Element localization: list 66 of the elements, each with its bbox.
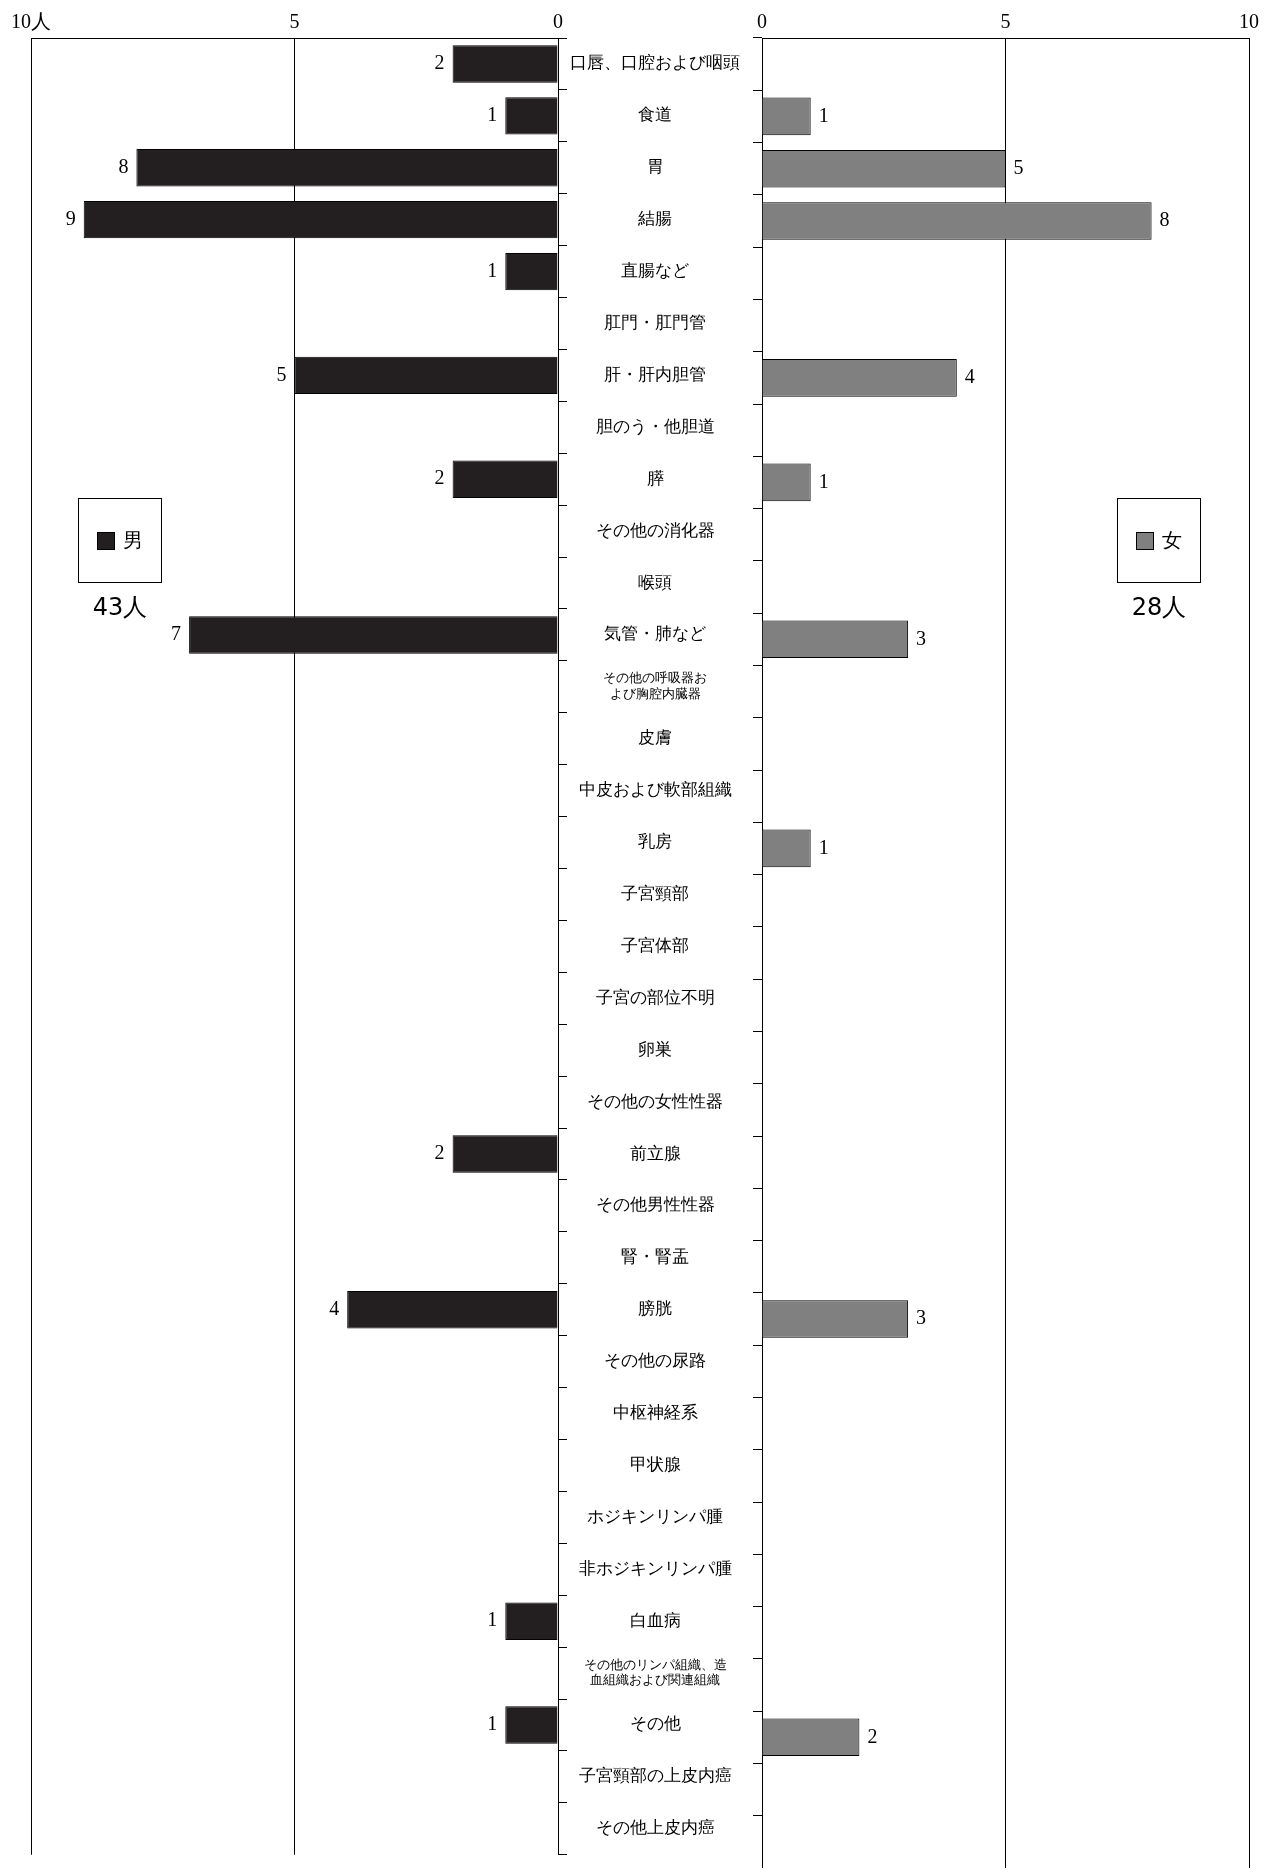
y-tick-label: 非ホジキンリンパ腫 [578,1558,732,1578]
x-tick-label: 5 [1000,10,1011,33]
x-tick-label: 10人 [11,10,51,33]
y-tick-label: 膀胱 [638,1299,672,1319]
data-label: 8 [1159,208,1170,231]
y-tick-label: その他の呼吸器および胸腔内臓器 [603,670,707,702]
data-label: 2 [434,1141,445,1164]
data-label: 2 [867,1724,878,1747]
data-label: 2 [434,51,445,74]
legend-label: 女 [1162,528,1182,553]
data-label: 1 [818,469,829,492]
y-tick-label: 直腸など [621,261,689,281]
y-tick-label: 前立腺 [629,1143,681,1163]
data-label: 1 [818,103,829,126]
data-label: 4 [329,1297,340,1320]
y-tick-label: 中皮および軟部組織 [578,780,732,800]
y-tick-label: 肝・肝内胆管 [604,364,706,384]
y-tick-label: その他男性性器 [595,1195,715,1215]
data-label: 2 [434,466,445,489]
y-tick-label: 中枢神経系 [612,1403,698,1423]
y-tick-label: 白血病 [629,1610,681,1630]
data-label: 5 [1013,155,1024,178]
y-tick-label: 子宮頸部の上皮内癌 [578,1766,732,1786]
y-tick-label: 胃 [646,157,664,177]
data-label: 8 [118,155,129,178]
y-tick-label: 子宮頸部 [621,883,689,903]
y-tick-label: その他の女性性器 [587,1091,723,1111]
data-label: 7 [171,622,182,645]
y-tick-label: その他上皮内癌 [595,1818,715,1838]
x-tick-label: 0 [553,10,563,33]
y-tick-label: 子宮体部 [621,935,689,955]
y-tick-label: 乳房 [638,832,672,852]
data-label: 5 [276,362,287,385]
y-tick-label: 皮膚 [638,728,672,748]
x-tick-label: 5 [289,10,300,33]
annotation: 43人 [92,592,148,623]
annotation: 28人 [1131,592,1187,623]
y-tick-label: 口唇、口腔および咽頭 [570,53,740,73]
y-tick-label: 子宮の部位不明 [595,987,715,1007]
y-tick-label: その他のリンパ組織、造血組織および関連組織 [583,1656,727,1688]
y-tick-label: 肛門・肛門管 [604,312,706,332]
data-label: 1 [818,835,829,858]
y-tick-label: 腎・腎盂 [621,1247,689,1267]
y-tick-label: その他 [629,1714,681,1734]
y-tick-label: ホジキンリンパ腫 [587,1506,723,1526]
data-label: 1 [487,1608,498,1631]
y-tick-label: その他の尿路 [604,1351,706,1371]
x-tick-label: 0 [757,10,767,33]
data-label: 3 [916,626,927,649]
y-tick-label: 胆のう・他胆道 [595,416,715,436]
y-tick-label: 気管・肺など [604,624,706,644]
y-tick-label: 膵 [646,468,664,488]
data-label: 9 [65,206,76,229]
legend-label: 男 [123,528,143,553]
y-tick-label: 喉頭 [638,572,672,592]
y-tick-label: 結腸 [637,209,672,229]
data-label: 1 [487,103,498,126]
y-tick-label: その他の消化器 [595,520,715,540]
y-tick-label: 甲状腺 [629,1454,681,1474]
y-tick-label: 食道 [638,105,672,125]
data-label: 1 [487,1712,498,1735]
data-label: 3 [916,1306,927,1329]
y-tick-label: 卵巣 [638,1039,672,1059]
data-label: 1 [487,258,498,281]
x-tick-label: 10 [1239,10,1259,33]
data-label: 4 [964,365,975,388]
